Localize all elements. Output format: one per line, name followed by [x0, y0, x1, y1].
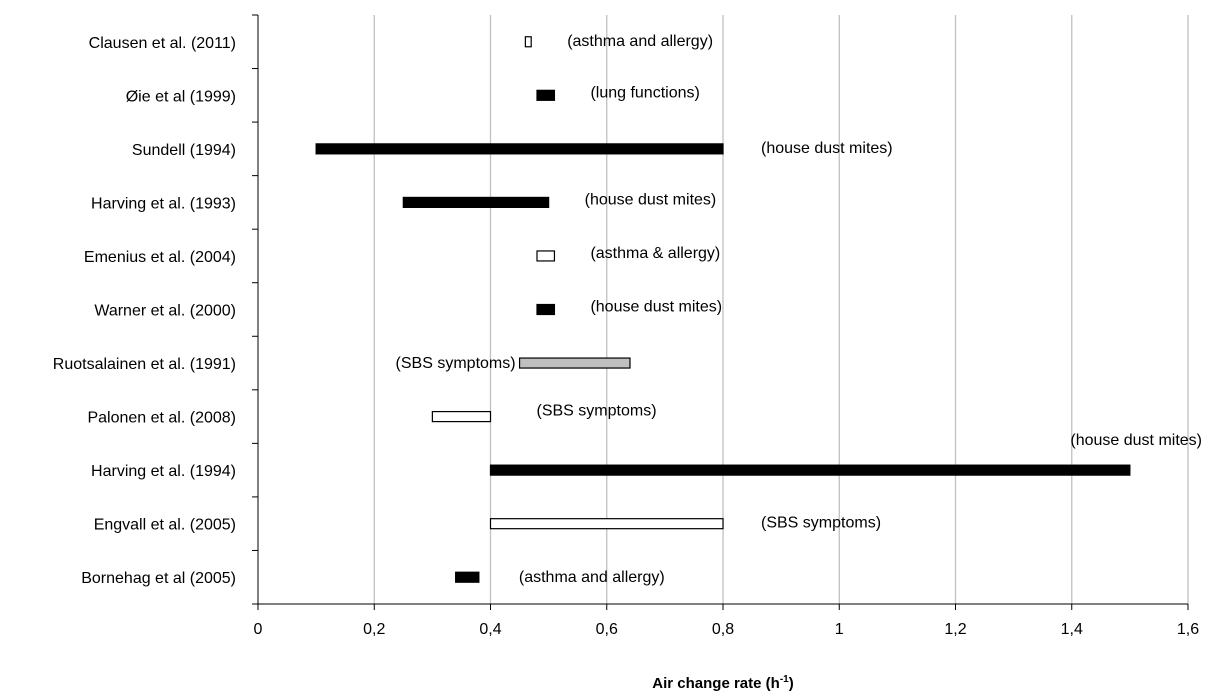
- bar-note: (asthma & allergy): [590, 245, 720, 262]
- x-tick-label: 0: [254, 621, 263, 638]
- range-bar: [489, 518, 724, 530]
- range-bars: [315, 36, 1131, 583]
- range-bar: [524, 36, 532, 48]
- bar-note: (SBS symptoms): [396, 355, 516, 372]
- x-axis-title-end: ): [789, 675, 794, 692]
- x-tick-label: 1,6: [1177, 621, 1199, 638]
- bar-note: (house dust mites): [585, 191, 717, 208]
- range-bar: [536, 250, 556, 262]
- x-tick-label: 1: [835, 621, 844, 638]
- bar-note: (house dust mites): [1070, 432, 1202, 449]
- range-bar: [402, 196, 550, 209]
- x-tick-label: 0,8: [712, 621, 734, 638]
- bar-note: (asthma and allergy): [519, 569, 665, 586]
- category-label: Harving et al. (1994): [91, 463, 236, 480]
- category-label: Palonen et al. (2008): [87, 410, 236, 427]
- category-label: Bornehag et al (2005): [81, 570, 236, 587]
- x-tick-label: 0,4: [479, 621, 501, 638]
- range-bar: [536, 303, 556, 316]
- category-label: Clausen et al. (2011): [89, 35, 236, 52]
- category-label: Engvall et al. (2005): [94, 517, 236, 534]
- x-axis-title-sup: -1: [780, 674, 789, 685]
- x-axis-title: Air change rate (h-1): [652, 674, 793, 692]
- x-tick-label: 0,2: [363, 621, 385, 638]
- category-label: Emenius et al. (2004): [84, 249, 236, 266]
- category-label: Ruotsalainen et al. (1991): [53, 356, 236, 373]
- x-tick-label: 0,6: [596, 621, 618, 638]
- category-label: Øie et al (1999): [126, 88, 236, 105]
- x-tick-label: 1,4: [1061, 621, 1083, 638]
- x-axis-title-text: Air change rate (h: [652, 675, 780, 692]
- range-bar: [455, 571, 480, 583]
- bar-note: (lung functions): [590, 84, 699, 101]
- axes: [252, 14, 1189, 610]
- bar-note: (SBS symptoms): [761, 515, 881, 532]
- gridlines: [373, 15, 1189, 604]
- range-bar: [489, 464, 1131, 476]
- bar-note: (house dust mites): [590, 299, 722, 316]
- category-label: Harving et al. (1993): [91, 195, 236, 212]
- range-bar: [518, 357, 631, 369]
- labels: 0 0,2 0,4 0,6 0,8 1 1,2 1,4 1,6 Clausen et al. (2…: [53, 33, 1202, 638]
- range-bar: [536, 89, 556, 101]
- category-label: Sundell (1994): [132, 142, 236, 159]
- category-label: Warner et al. (2000): [94, 303, 236, 320]
- bar-note: (house dust mites): [761, 140, 893, 157]
- x-tick-label: 1,2: [944, 621, 966, 638]
- range-bar: [431, 410, 492, 423]
- bar-note: (SBS symptoms): [537, 403, 657, 420]
- bar-note: (asthma and allergy): [567, 33, 713, 50]
- range-bar: [315, 143, 724, 155]
